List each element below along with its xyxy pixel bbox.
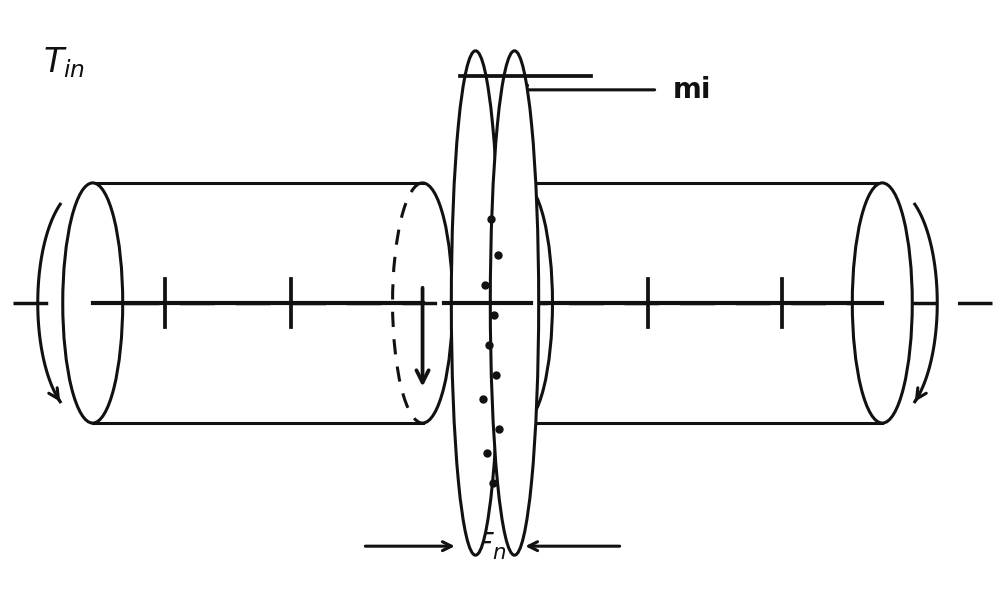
Text: mi: mi [672,76,711,104]
Ellipse shape [62,183,123,423]
Ellipse shape [490,51,539,555]
Ellipse shape [451,51,499,555]
Ellipse shape [852,183,913,423]
Text: $T_{in}$: $T_{in}$ [43,45,84,80]
Text: $F_n$: $F_n$ [474,531,507,562]
